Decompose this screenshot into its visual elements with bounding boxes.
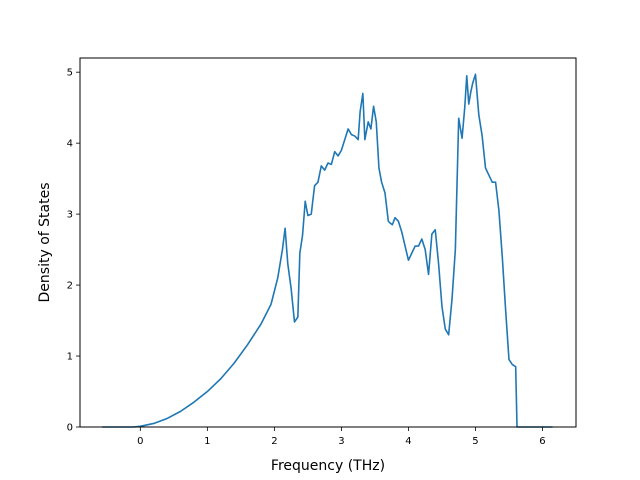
axes-frame (79, 57, 577, 428)
x-axis-ticks: 0 1 2 3 4 5 6 (137, 427, 546, 447)
x-tick-label: 3 (338, 436, 344, 447)
x-tick-label: 0 (137, 436, 143, 447)
y-tick-label: 4 (67, 139, 73, 150)
y-axis-ticks: 0 1 2 3 4 5 (67, 68, 80, 434)
x-tick-label: 5 (472, 436, 478, 447)
y-axis-label: Density of States (37, 183, 53, 303)
y-tick-label: 3 (67, 210, 73, 221)
x-tick-label: 6 (539, 436, 545, 447)
x-axis-label: Frequency (THz) (271, 458, 385, 474)
y-tick-label: 1 (67, 352, 73, 363)
x-tick-label: 4 (405, 436, 411, 447)
x-tick-label: 1 (204, 436, 210, 447)
y-tick-label: 5 (67, 68, 73, 79)
x-tick-label: 2 (271, 436, 277, 447)
y-tick-label: 0 (67, 423, 73, 434)
plot-area (102, 73, 553, 428)
y-tick-label: 2 (67, 281, 73, 292)
dos-series-line-0 (102, 73, 553, 428)
